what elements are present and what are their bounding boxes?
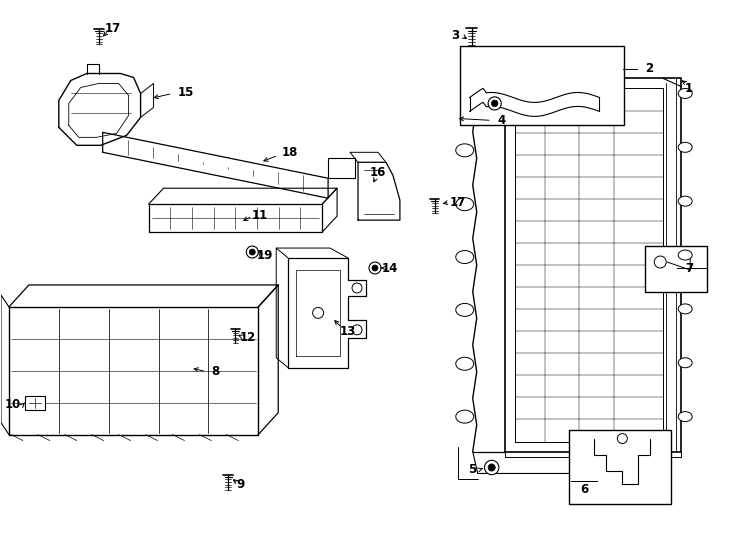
Ellipse shape [456,144,473,157]
Text: 17: 17 [104,22,121,35]
Ellipse shape [456,198,473,211]
Bar [570,430,671,504]
Text: 14: 14 [382,261,398,274]
Text: 4: 4 [498,114,506,127]
Ellipse shape [678,250,692,260]
Circle shape [488,97,501,110]
Text: 16: 16 [370,166,386,179]
Text: 8: 8 [211,365,219,378]
Circle shape [654,256,666,268]
Text: 7: 7 [685,261,693,274]
Circle shape [484,460,499,475]
Text: 15: 15 [178,86,194,99]
Circle shape [617,434,628,443]
Bar [645,246,707,292]
Text: 11: 11 [252,208,269,221]
Circle shape [488,464,495,471]
Ellipse shape [456,357,473,370]
Ellipse shape [678,358,692,368]
Text: 18: 18 [282,146,299,159]
Circle shape [372,265,378,271]
Text: 1: 1 [685,82,693,95]
Ellipse shape [678,411,692,422]
Ellipse shape [678,89,692,98]
Circle shape [491,100,498,107]
Bar [459,45,625,125]
Circle shape [247,246,258,258]
Ellipse shape [456,410,473,423]
Text: 13: 13 [340,325,356,339]
Text: 19: 19 [257,248,274,261]
Text: 9: 9 [236,478,244,491]
Circle shape [369,262,381,274]
Circle shape [352,325,362,335]
Bar [25,396,45,410]
Circle shape [313,307,324,319]
Circle shape [250,249,255,255]
Ellipse shape [678,196,692,206]
Text: 3: 3 [451,29,459,42]
Ellipse shape [678,304,692,314]
Text: 2: 2 [645,62,653,75]
Text: 17: 17 [450,195,466,208]
Text: 5: 5 [468,463,476,476]
Text: 6: 6 [581,483,589,496]
Ellipse shape [456,303,473,316]
Text: 10: 10 [4,398,21,411]
Ellipse shape [456,251,473,264]
Ellipse shape [678,143,692,152]
Text: 12: 12 [240,332,256,345]
Circle shape [352,283,362,293]
